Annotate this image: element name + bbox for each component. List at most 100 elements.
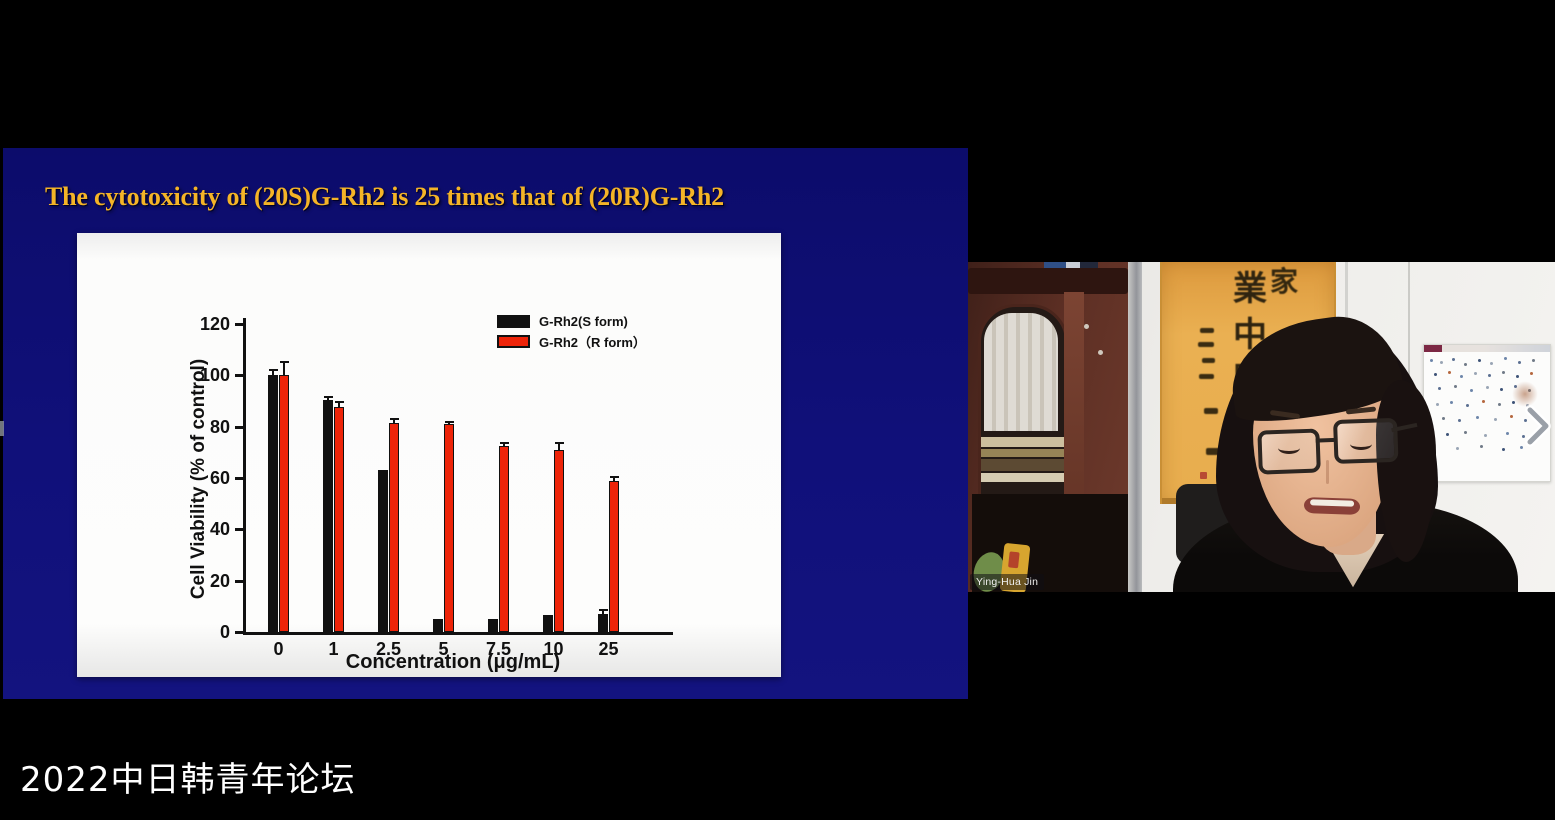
glasses-bridge	[1315, 437, 1336, 443]
calligraphy-stroke	[1202, 358, 1215, 363]
y-tick	[235, 528, 243, 532]
y-axis-line	[243, 318, 246, 635]
bar-r-form	[334, 407, 344, 632]
error-bar	[327, 397, 329, 400]
wall-corner-strip	[1128, 262, 1142, 592]
cabinet-glass-door	[978, 304, 1068, 500]
bar-r-form	[389, 422, 399, 632]
bar-r-form	[499, 445, 509, 632]
error-bar	[558, 443, 560, 450]
x-tick-label: 1	[328, 639, 339, 659]
error-bar	[272, 370, 274, 376]
y-tick	[235, 631, 243, 634]
error-bar-cap	[444, 420, 454, 423]
error-bar	[338, 402, 340, 408]
teeth	[1310, 499, 1355, 507]
bar-s-form	[433, 619, 443, 632]
x-tick-label: 10	[543, 639, 564, 659]
error-bar	[503, 443, 505, 446]
legend-swatch	[497, 314, 530, 328]
x-tick-label: 2.5	[375, 639, 402, 659]
eye	[1350, 438, 1372, 450]
legend-label: G-Rh2（R form）	[539, 334, 646, 350]
nose-shadow	[1326, 460, 1329, 484]
bar-s-form	[598, 614, 608, 632]
poster-header	[1424, 345, 1550, 352]
legend-swatch	[497, 334, 530, 348]
cabinet-knob	[1084, 324, 1089, 329]
bar-r-form	[554, 449, 564, 632]
legend-row: G-Rh2(S form)	[497, 311, 646, 331]
y-tick	[235, 374, 243, 378]
book	[1080, 262, 1098, 270]
calligraphy-stroke	[1199, 374, 1214, 379]
wooden-cabinet	[968, 262, 1128, 592]
x-axis-label: Concentration (μg/mL)	[345, 651, 561, 673]
y-tick-label: 0	[219, 622, 230, 642]
error-bar-cap	[268, 369, 278, 372]
chart-panel: Cell Viability (% of control) Concentrat…	[77, 233, 781, 677]
book	[1066, 262, 1080, 269]
x-tick-label: 7.5	[485, 639, 512, 659]
x-axis-line	[243, 632, 673, 635]
bar-r-form	[444, 424, 454, 632]
shared-slide: The cytotoxicity of (20S)G-Rh2 is 25 tim…	[3, 148, 968, 699]
slide-title: The cytotoxicity of (20S)G-Rh2 is 25 tim…	[45, 182, 724, 211]
book-row	[981, 437, 1065, 447]
y-tick-label: 80	[209, 416, 230, 437]
error-bar	[602, 610, 604, 615]
seal-stamp	[1200, 472, 1207, 479]
error-bar-cap	[389, 417, 399, 420]
error-bar-cap	[554, 442, 564, 445]
y-tick-label: 20	[209, 570, 230, 591]
chart-legend: G-Rh2(S form) G-Rh2（R form）	[497, 311, 646, 351]
curtain	[984, 313, 1058, 431]
bar-s-form	[543, 615, 553, 632]
smiling-mouth	[1303, 497, 1361, 515]
bar-s-form	[488, 619, 498, 632]
bar-s-form	[268, 375, 278, 632]
y-tick-label: 100	[199, 365, 230, 386]
y-tick-label: 40	[209, 519, 230, 540]
bar-s-form	[378, 470, 388, 632]
calligraphy-character: 業	[1233, 269, 1267, 309]
error-bar-cap	[323, 396, 333, 399]
error-bar	[393, 418, 395, 423]
calligraphy-stroke	[1198, 342, 1214, 347]
x-tick-label: 5	[438, 639, 449, 659]
book-row	[981, 473, 1065, 482]
chevron-right-icon[interactable]	[1520, 402, 1555, 450]
error-bar-cap	[279, 361, 289, 364]
book-label	[1008, 551, 1020, 569]
bar-r-form	[279, 375, 289, 632]
poster-figure-cluster	[1512, 381, 1538, 407]
edge-artifact	[0, 421, 4, 436]
bar-s-form	[323, 399, 333, 632]
error-bar	[613, 476, 615, 481]
error-bar-cap	[609, 475, 619, 478]
book-row	[981, 459, 1065, 471]
calligraphy-stroke	[1204, 408, 1218, 414]
cabinet-crown	[968, 268, 1128, 294]
forum-caption: 2022中日韩青年论坛	[20, 760, 356, 800]
y-tick	[235, 322, 243, 326]
calligraphy-stroke	[1206, 448, 1222, 455]
bar-chart: Cell Viability (% of control) Concentrat…	[77, 233, 781, 677]
bar-r-form	[609, 480, 619, 632]
eye	[1278, 442, 1300, 454]
error-bar	[448, 421, 450, 425]
y-tick-label: 60	[209, 467, 230, 488]
poster-figures	[1430, 359, 1433, 362]
error-bar-cap	[334, 401, 344, 404]
y-tick	[235, 476, 243, 480]
legend-row: G-Rh2（R form）	[497, 331, 646, 351]
cabinet-knob	[1098, 350, 1103, 355]
participant-video: 家 業中堅	[968, 262, 1555, 592]
error-bar-cap	[499, 442, 509, 445]
book-row	[981, 449, 1065, 457]
calligraphy-stroke	[1200, 328, 1214, 333]
error-bar-cap	[598, 609, 608, 612]
calligraphy-character: 家	[1270, 265, 1299, 298]
y-tick-label: 120	[199, 313, 230, 334]
